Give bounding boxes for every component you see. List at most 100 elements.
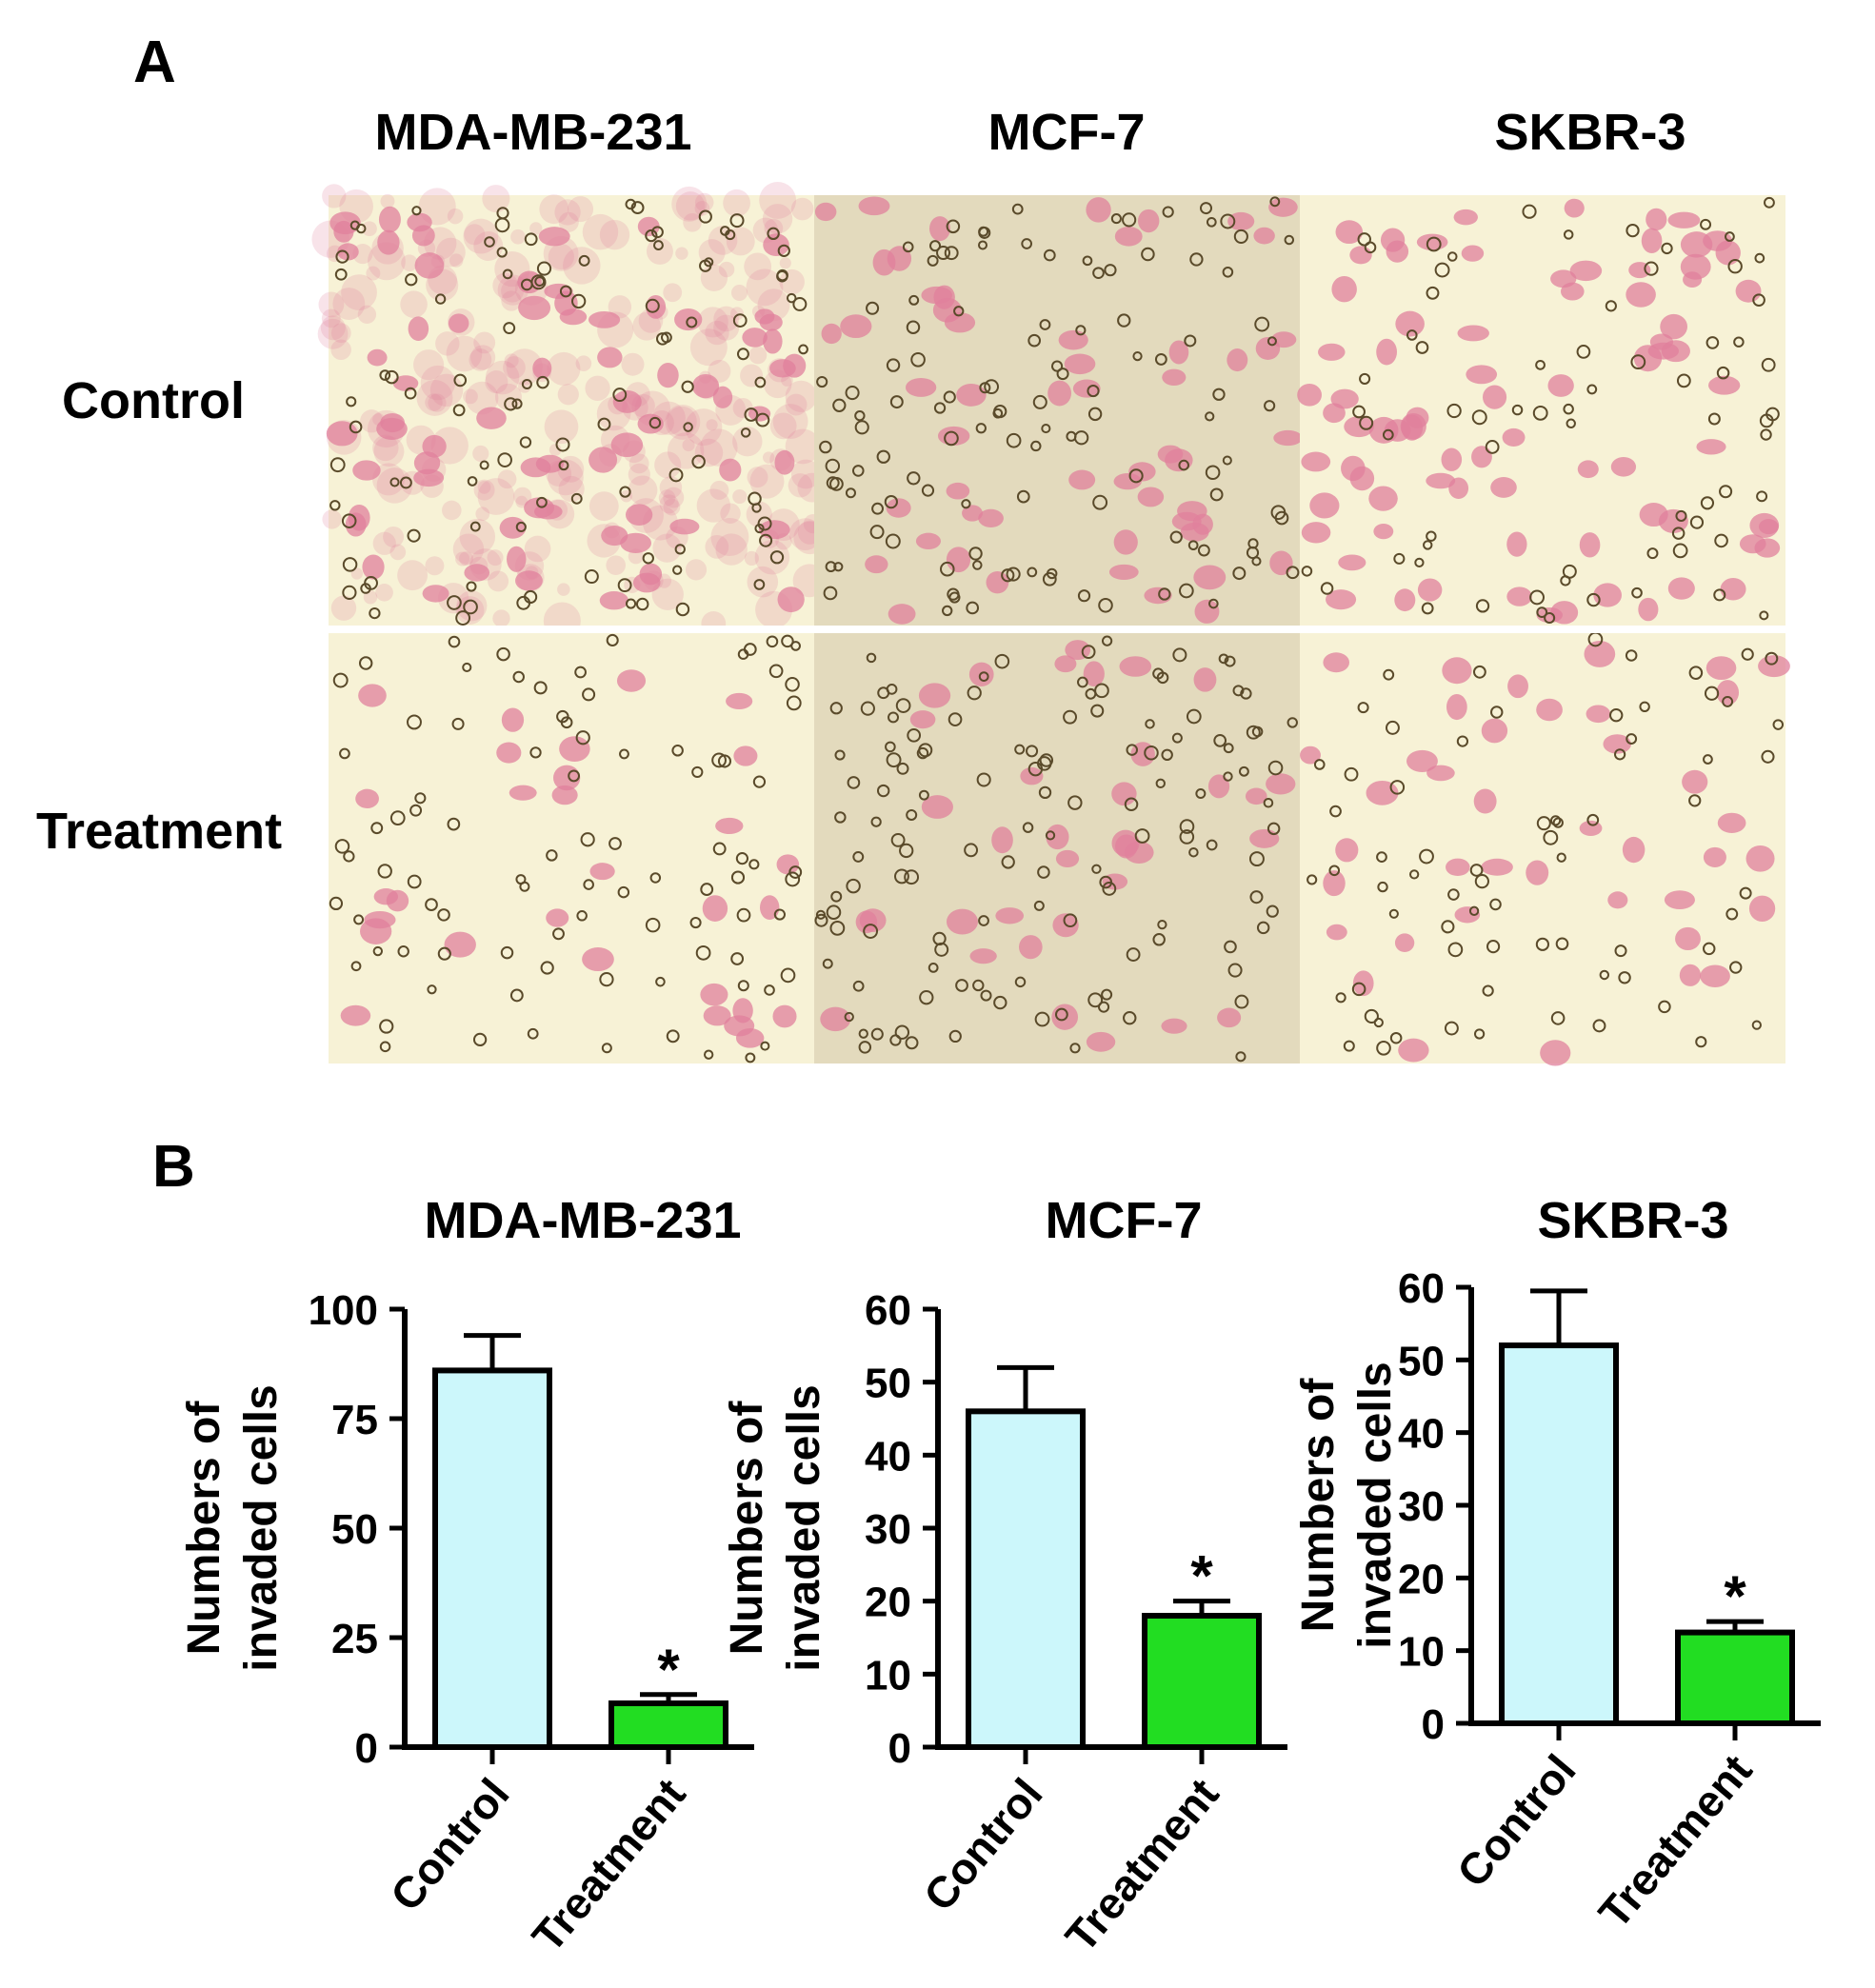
membrane-pore (1152, 933, 1166, 946)
membrane-pore (1021, 238, 1032, 249)
stained-cell (1297, 383, 1322, 407)
membrane-pore (1274, 510, 1289, 526)
membrane-pore (649, 872, 662, 884)
membrane-pore (642, 552, 654, 565)
stained-cell (1607, 891, 1628, 909)
membrane-pore (936, 246, 951, 261)
stained-cell (1626, 282, 1656, 308)
membrane-pore (1344, 766, 1359, 782)
membrane-pore (1001, 855, 1015, 869)
stained-cell (1113, 472, 1142, 490)
stain-haze (357, 305, 377, 324)
stained-cell (1457, 325, 1489, 342)
membrane-pore (1101, 635, 1113, 646)
stain-haze (658, 489, 676, 507)
membrane-pore (334, 839, 350, 854)
membrane-pore (360, 583, 371, 594)
stain-haze (705, 534, 729, 559)
membrane-pore (1536, 606, 1548, 618)
membrane-pore (1172, 647, 1187, 663)
stain-haze (744, 252, 772, 281)
membrane-pore (704, 1049, 714, 1060)
membrane-pore (343, 850, 355, 863)
membrane-pore (1376, 851, 1387, 863)
membrane-pore (434, 293, 447, 305)
stain-haze (464, 224, 486, 246)
stained-cell (1020, 766, 1044, 785)
stain-haze (732, 397, 753, 419)
membrane-pore (1223, 771, 1233, 782)
membrane-pore (1626, 223, 1640, 238)
membrane-pore (889, 395, 904, 409)
membrane-pore (1373, 1017, 1384, 1028)
stain-haze (557, 583, 570, 596)
membrane-pore (980, 989, 992, 1002)
stained-cell (1330, 388, 1359, 409)
membrane-pore (1094, 683, 1109, 699)
stained-cell (1700, 964, 1730, 988)
membrane-pore (1414, 557, 1425, 567)
stain-haze (663, 283, 683, 303)
membrane-pore (1169, 530, 1183, 544)
stain-haze (332, 288, 366, 320)
membrane-pore (1485, 440, 1500, 454)
membrane-pore (1605, 300, 1617, 312)
membrane-pore (1752, 293, 1765, 307)
stained-cell (1622, 836, 1646, 864)
membrane-pore (825, 561, 837, 573)
membrane-pore (906, 320, 921, 334)
membrane-pore (1426, 286, 1440, 300)
membrane-pore (704, 257, 714, 268)
membrane-pore (764, 984, 775, 996)
membrane-pore (993, 995, 1007, 1010)
membrane-pore (350, 961, 362, 972)
membrane-pore (645, 917, 661, 933)
membrane-pore (781, 634, 794, 648)
stained-cell (1715, 240, 1741, 266)
membrane-pore (1562, 564, 1577, 579)
membrane-pore (767, 227, 780, 241)
membrane-pore (786, 695, 802, 711)
membrane-pore (1761, 749, 1775, 764)
membrane-pore (832, 398, 847, 412)
membrane-pore (1658, 1000, 1671, 1014)
membrane-pore (1313, 759, 1326, 770)
stain-haze (506, 348, 543, 386)
membrane-pore (511, 398, 523, 409)
membrane-pore (502, 268, 513, 280)
stain-haze (456, 590, 488, 622)
membrane-pore (1388, 908, 1399, 919)
stained-cell (1703, 846, 1726, 867)
stain-haze (380, 193, 395, 209)
membrane-pore (349, 420, 363, 434)
stained-cell (1114, 226, 1143, 247)
membrane-pore (948, 1029, 962, 1044)
membrane-pore (798, 344, 808, 355)
stain-haze (463, 218, 499, 254)
stain-haze (705, 320, 729, 346)
micrograph-row-label-treatment: Treatment (36, 803, 283, 860)
stain-haze (469, 348, 492, 371)
stain-haze (497, 469, 517, 489)
membrane-pore (617, 885, 630, 899)
stained-cell (507, 546, 527, 572)
membrane-pore (675, 602, 690, 617)
stained-cell (1506, 586, 1532, 606)
membrane-pore (1264, 400, 1276, 412)
stain-haze (790, 197, 814, 221)
membrane-pore (907, 471, 921, 486)
membrane-pore (524, 589, 538, 605)
stained-cell (777, 586, 805, 613)
y-tick-label: 40 (865, 1433, 911, 1480)
membrane-pore (1082, 255, 1093, 267)
membrane-pore (1098, 598, 1113, 613)
stain-haze (529, 222, 543, 235)
membrane-pore (1001, 568, 1015, 583)
stain-haze (485, 360, 520, 395)
membrane-pore (851, 465, 865, 477)
stain-haze (524, 535, 551, 563)
stained-cell (820, 1006, 851, 1032)
stained-cell (367, 348, 388, 367)
membrane-pore (854, 409, 866, 422)
stain-haze (397, 560, 428, 591)
